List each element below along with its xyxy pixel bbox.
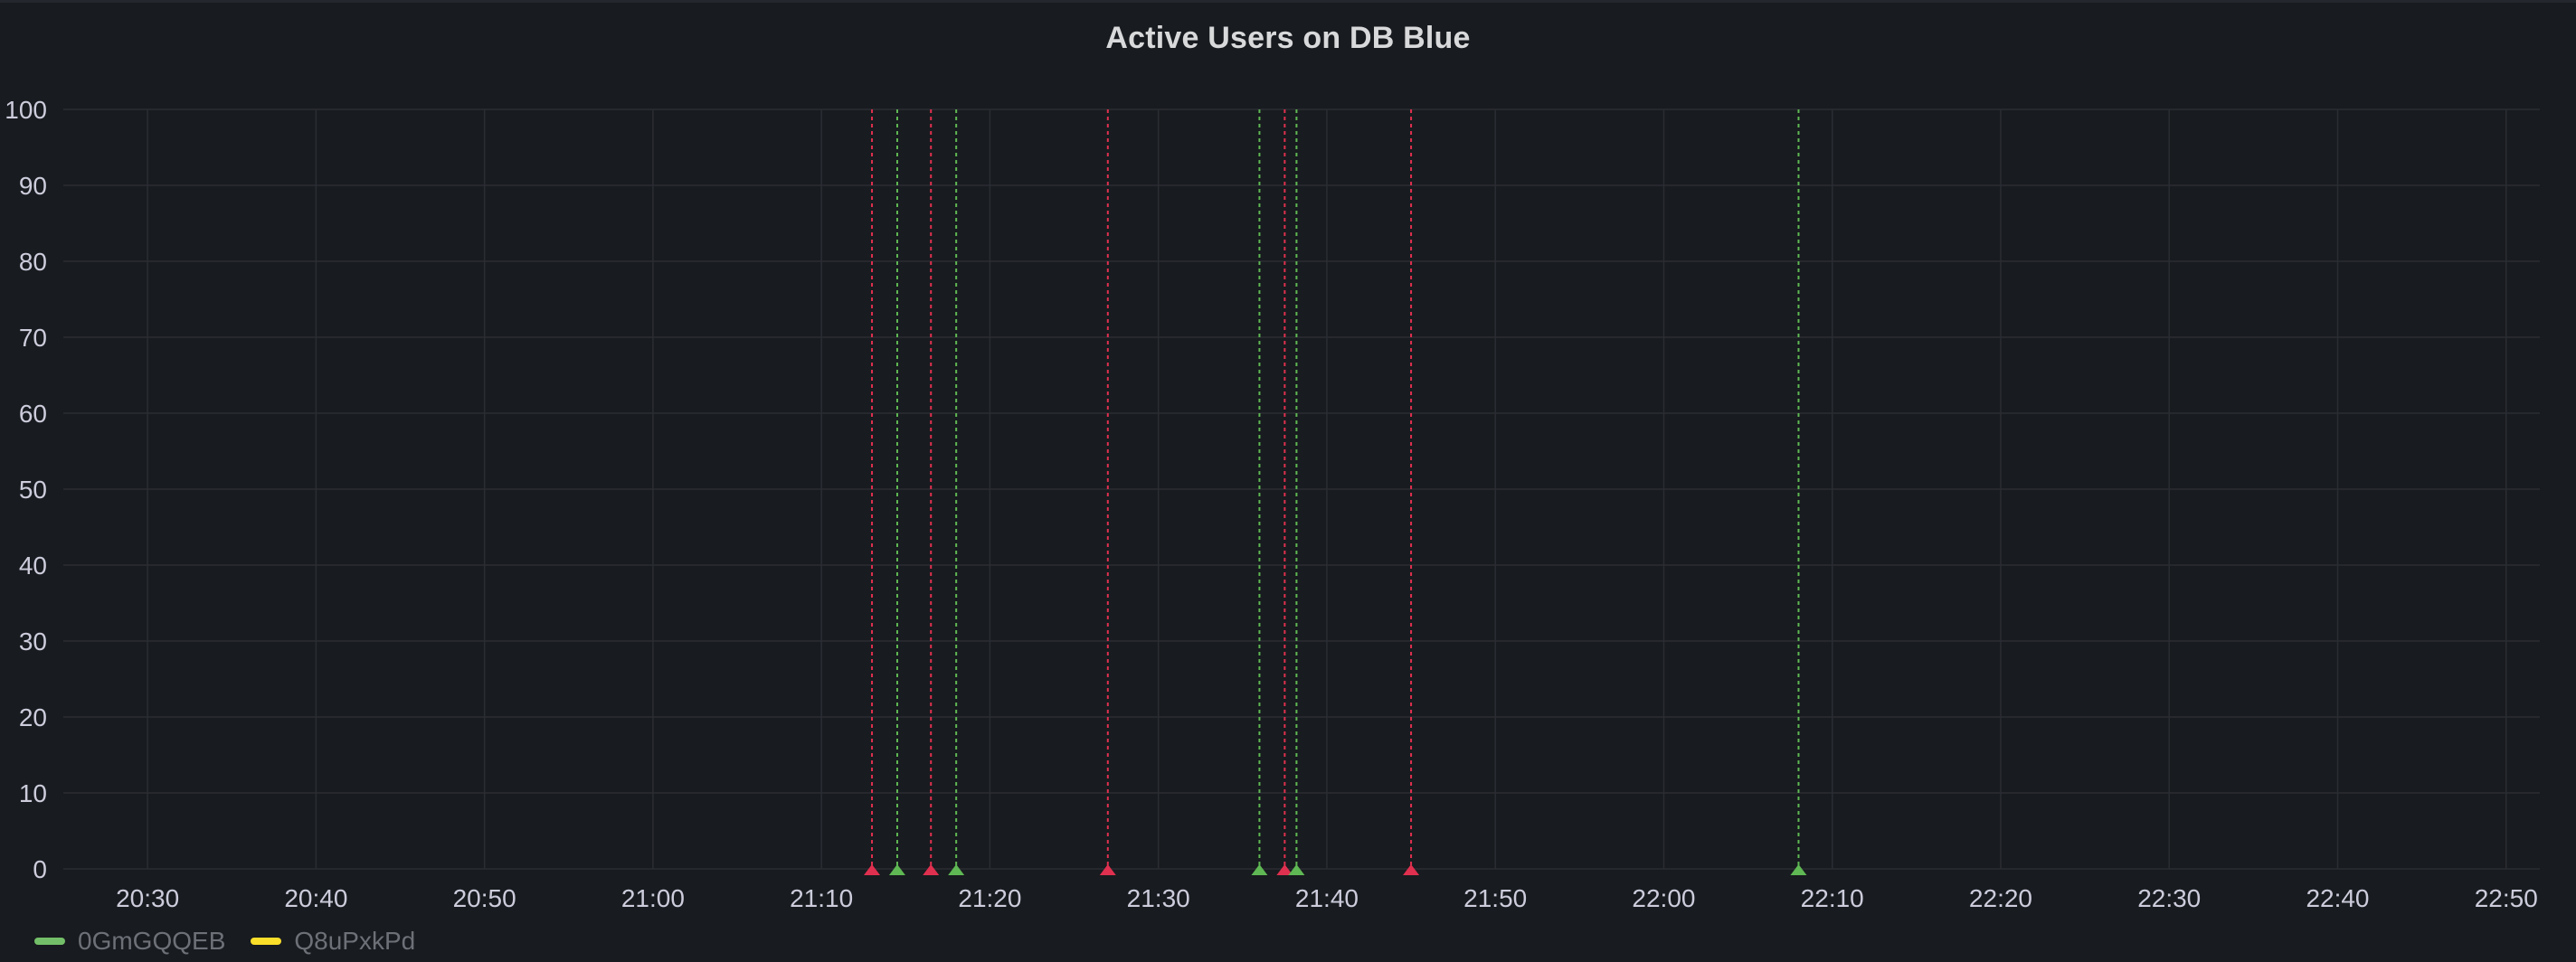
x-tick-label: 22:10 bbox=[1801, 884, 1864, 912]
annotation-marker-icon[interactable] bbox=[1276, 864, 1293, 875]
y-tick-label: 70 bbox=[19, 324, 47, 352]
annotation-marker-icon[interactable] bbox=[948, 864, 965, 875]
legend-label: 0GmGQQEB bbox=[78, 927, 226, 955]
annotation-marker-icon[interactable] bbox=[1099, 864, 1116, 875]
annotation-marker-icon[interactable] bbox=[923, 864, 940, 875]
x-tick-label: 20:50 bbox=[453, 884, 516, 912]
y-tick-label: 40 bbox=[19, 552, 47, 580]
y-tick-label: 90 bbox=[19, 172, 47, 200]
x-tick-label: 21:50 bbox=[1463, 884, 1527, 912]
panel-title[interactable]: Active Users on DB Blue bbox=[1105, 21, 1471, 55]
x-tick-label: 21:00 bbox=[621, 884, 685, 912]
legend-item-series-2[interactable]: Q8uPxkPd bbox=[251, 927, 415, 956]
y-tick-label: 80 bbox=[19, 248, 47, 276]
x-axis: 20:30 20:40 20:50 21:00 21:10 21:20 21:30 21:40… bbox=[116, 884, 2538, 912]
x-tick-label: 21:30 bbox=[1127, 884, 1190, 912]
annotation-marker-icon[interactable] bbox=[1403, 864, 1420, 875]
annotation-marker-icon[interactable] bbox=[888, 864, 905, 875]
legend-swatch-yellow bbox=[251, 938, 282, 945]
chart-canvas[interactable]: 0 10 20 30 40 50 60 70 80 90 100 20:30 20:40 20:50 21… bbox=[0, 3, 2576, 916]
annotation-marker-icon[interactable] bbox=[1288, 864, 1305, 875]
x-tick-label: 21:10 bbox=[790, 884, 853, 912]
x-tick-label: 22:40 bbox=[2306, 884, 2369, 912]
y-tick-label: 20 bbox=[19, 703, 47, 731]
y-tick-label: 50 bbox=[19, 476, 47, 504]
x-tick-label: 20:30 bbox=[116, 884, 179, 912]
annotation-markers bbox=[864, 109, 1807, 875]
x-tick-label: 22:50 bbox=[2475, 884, 2538, 912]
y-tick-label: 10 bbox=[19, 779, 47, 807]
y-tick-label: 100 bbox=[5, 96, 47, 124]
x-tick-label: 22:20 bbox=[1969, 884, 2032, 912]
y-tick-label: 0 bbox=[33, 855, 47, 883]
annotation-marker-icon[interactable] bbox=[864, 864, 881, 875]
x-tick-label: 21:40 bbox=[1295, 884, 1359, 912]
grid-lines bbox=[63, 108, 2540, 870]
legend-swatch-green bbox=[34, 938, 65, 945]
legend: 0GmGQQEB Q8uPxkPd bbox=[34, 923, 415, 959]
legend-label: Q8uPxkPd bbox=[294, 927, 416, 955]
y-tick-label: 30 bbox=[19, 627, 47, 655]
legend-item-series-1[interactable]: 0GmGQQEB bbox=[34, 927, 225, 956]
x-tick-label: 22:30 bbox=[2137, 884, 2201, 912]
x-tick-label: 22:00 bbox=[1632, 884, 1695, 912]
y-tick-label: 60 bbox=[19, 400, 47, 428]
annotation-marker-icon[interactable] bbox=[1251, 864, 1268, 875]
x-tick-label: 21:20 bbox=[958, 884, 1021, 912]
y-axis: 0 10 20 30 40 50 60 70 80 90 100 bbox=[5, 96, 47, 883]
annotation-marker-icon[interactable] bbox=[1790, 864, 1807, 875]
x-tick-label: 20:40 bbox=[284, 884, 347, 912]
